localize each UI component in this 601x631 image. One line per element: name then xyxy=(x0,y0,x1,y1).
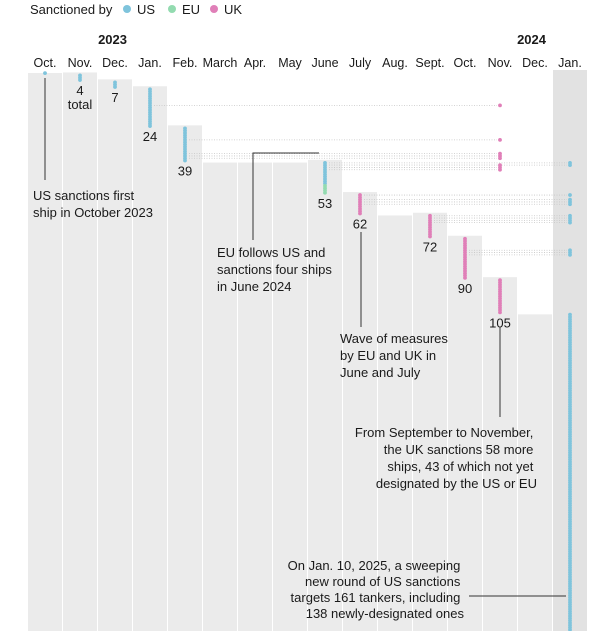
month-band-5 xyxy=(168,125,202,631)
later-ship-dot-uk xyxy=(498,103,502,108)
annotation-septnov-line-1: From September to November, xyxy=(355,425,533,440)
annotation-june2024: EU follows US and sanctions four ships i… xyxy=(217,245,336,294)
annotation-septnov: From September to November, the UK sanct… xyxy=(355,425,537,491)
ship-dot-us xyxy=(568,627,572,631)
annotation-septnov-line-2: the UK sanctions 58 more xyxy=(384,442,534,457)
legend-eu-swatch xyxy=(168,5,176,13)
annotation-jan2025-line-4: 138 newly-designated ones xyxy=(306,606,465,621)
later-ship-dot-us xyxy=(568,220,572,225)
month-label-11: Aug. xyxy=(382,56,408,70)
annotation-septnov-line-3: ships, 43 of which not yet xyxy=(387,459,533,474)
later-ship-dot-uk xyxy=(498,167,502,172)
later-ship-dot-us xyxy=(568,193,572,197)
month-band-11 xyxy=(378,215,412,631)
legend-uk-label: UK xyxy=(224,2,242,17)
legend-title: Sanctioned by xyxy=(30,2,113,17)
annotation-septnov-line-4: designated by the US or EU xyxy=(376,476,537,491)
month-band-4 xyxy=(133,86,167,631)
ship-dot-us xyxy=(148,124,152,128)
annotation-junejuly-line-2: by EU and UK in xyxy=(340,348,436,363)
ship-dot-uk xyxy=(428,234,432,239)
legend-eu-label: EU xyxy=(182,2,200,17)
total-label-5: 39 xyxy=(178,164,192,179)
legend-us-label: US xyxy=(137,2,155,17)
legend-uk-swatch xyxy=(210,5,218,13)
month-band-13 xyxy=(448,235,482,631)
month-band-9 xyxy=(308,159,342,631)
month-band-10 xyxy=(343,192,377,631)
total-label-3: 7 xyxy=(111,90,118,105)
month-band-12 xyxy=(413,212,447,631)
annotation-june2024-line-2: sanctions four ships xyxy=(217,262,332,277)
annotation-jan2025-line-2: new round of US sanctions xyxy=(305,574,461,589)
month-label-16: Jan. xyxy=(558,56,582,70)
total-suffix-label: total xyxy=(68,97,93,112)
legend-us-swatch xyxy=(123,5,131,13)
month-label-6: March xyxy=(203,56,238,70)
ship-dot-uk xyxy=(463,275,467,280)
annotation-jan2025-line-3: targets 161 tankers, including xyxy=(291,590,461,605)
legend: Sanctioned by US EU UK xyxy=(30,2,242,17)
annotation-june2024-line-1: EU follows US and xyxy=(217,245,325,260)
month-label-8: May xyxy=(278,56,302,70)
month-label-1: Oct. xyxy=(34,56,57,70)
later-ship-dot-uk xyxy=(498,156,502,161)
total-label-10: 62 xyxy=(353,216,367,231)
cumulative-total-labels: 4total7243953627290105243 xyxy=(68,83,511,330)
total-label-2: 4 xyxy=(76,83,83,98)
ship-dot-uk xyxy=(498,310,502,315)
year-label-2023: 2023 xyxy=(98,32,127,47)
annotation-junejuly-line-3: June and July xyxy=(340,365,421,380)
annotation-junejuly: Wave of measures by EU and UK in June an… xyxy=(340,331,452,380)
leader-june2024 xyxy=(252,152,319,240)
annotation-oct2023-line-2: ship in October 2023 xyxy=(33,205,153,220)
ship-dot-us xyxy=(183,158,187,163)
month-label-9: June xyxy=(311,56,338,70)
ship-dot-us xyxy=(43,71,47,76)
month-label-14: Nov. xyxy=(488,56,513,70)
total-label-13: 90 xyxy=(458,281,472,296)
month-label-4: Jan. xyxy=(138,56,162,70)
annotation-oct2023-line-1: US sanctions first xyxy=(33,188,135,203)
later-ship-dot-us xyxy=(568,202,572,207)
month-band-6 xyxy=(203,162,237,631)
month-labels: Oct. Nov. Dec. Jan. Feb. March Apr. May June July… xyxy=(34,56,582,70)
month-label-13: Oct. xyxy=(454,56,477,70)
total-label-4: 24 xyxy=(143,129,157,144)
total-label-14: 105 xyxy=(489,315,511,330)
ship-dot-uk xyxy=(358,211,362,216)
annotation-jan2025: On Jan. 10, 2025, a sweeping new round o… xyxy=(288,558,465,621)
annotations: US sanctions first ship in October 2023 … xyxy=(33,78,566,621)
ship-dots xyxy=(43,71,572,631)
month-band-8 xyxy=(273,162,307,631)
later-ship-dot-us xyxy=(568,252,572,257)
month-label-3: Dec. xyxy=(102,56,128,70)
total-label-12: 72 xyxy=(423,239,437,254)
month-label-7: Apr. xyxy=(244,56,266,70)
month-band-3 xyxy=(98,79,132,631)
ship-dot-eu xyxy=(323,190,327,195)
ship-dot-us xyxy=(113,85,117,89)
month-band-7 xyxy=(238,162,272,631)
annotation-june2024-line-3: in June 2024 xyxy=(217,279,291,294)
month-label-10: July xyxy=(349,56,372,70)
month-bands xyxy=(28,70,587,631)
annotation-jan2025-line-1: On Jan. 10, 2025, a sweeping xyxy=(288,558,461,573)
month-band-15 xyxy=(518,314,552,631)
annotation-oct2023: US sanctions first ship in October 2023 xyxy=(33,188,153,220)
ship-dot-us xyxy=(78,78,82,82)
month-band-2 xyxy=(63,72,97,631)
month-label-12: Sept. xyxy=(415,56,444,70)
later-ship-dot-uk xyxy=(498,137,502,142)
total-label-9: 53 xyxy=(318,196,332,211)
year-label-2024: 2024 xyxy=(517,32,547,47)
month-label-5: Feb. xyxy=(172,56,197,70)
month-label-2: Nov. xyxy=(68,56,93,70)
later-ship-dot-us xyxy=(568,163,572,168)
month-label-15: Dec. xyxy=(522,56,548,70)
row-guide-lines xyxy=(154,104,567,256)
annotation-junejuly-line-1: Wave of measures xyxy=(340,331,448,346)
